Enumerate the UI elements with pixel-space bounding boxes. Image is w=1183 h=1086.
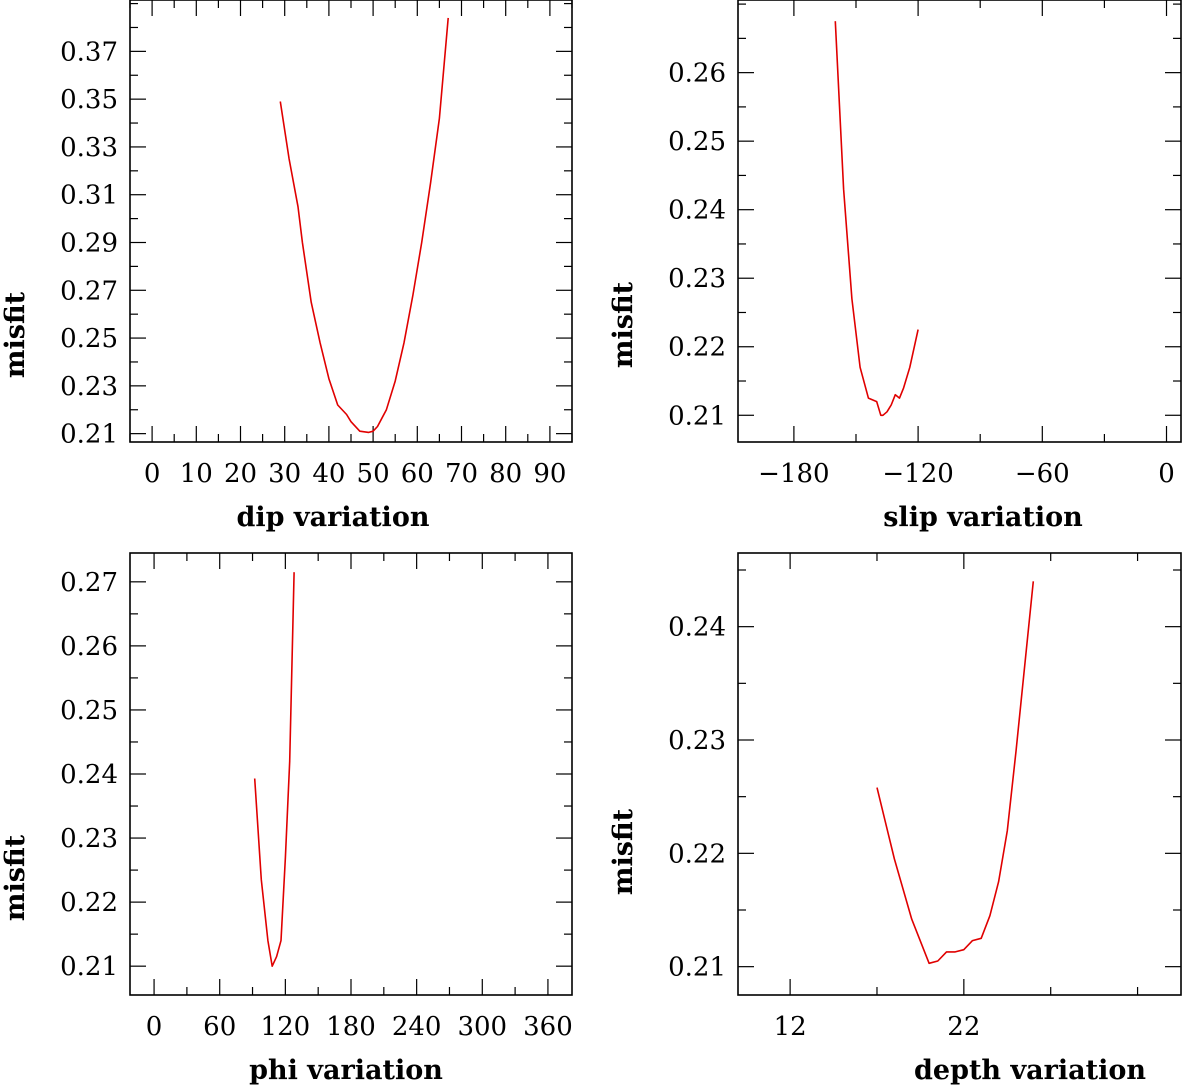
chart-panel-4: 12 22 0.21 0.22 0.23 0.24 depth variation misfi… bbox=[608, 552, 1182, 1086]
misfit-series-line bbox=[253, 572, 295, 968]
chart-panel-1: 0 10 20 30 40 50 60 70 80 90 0.21 0.23 0.25 0.27 0.29 0… bbox=[0, 0, 573, 533]
x-tick-label: −120 bbox=[882, 459, 953, 489]
x-tick-label: 10 bbox=[180, 459, 213, 489]
y-tick-label: 0.24 bbox=[668, 196, 726, 226]
x-axis-title: phi variation bbox=[249, 1055, 443, 1086]
x-tick-label: 240 bbox=[392, 1012, 442, 1042]
x-tick-label: 120 bbox=[261, 1012, 311, 1042]
x-tick-label: 70 bbox=[445, 459, 478, 489]
y-tick-label: 0.22 bbox=[668, 333, 726, 363]
y-axis-title: misfit bbox=[0, 291, 31, 378]
plot-frame bbox=[737, 0, 1182, 443]
x-tick-label: 90 bbox=[533, 459, 566, 489]
y-tick-label: 0.26 bbox=[60, 632, 118, 662]
plot-frame bbox=[737, 552, 1182, 996]
x-tick-label: 0 bbox=[146, 1012, 163, 1042]
x-axis-title: slip variation bbox=[883, 502, 1083, 533]
y-tick-label: 0.21 bbox=[668, 953, 726, 983]
y-tick-label: 0.25 bbox=[60, 696, 118, 726]
y-tick-label: 0.22 bbox=[60, 888, 118, 918]
x-tick-label: 20 bbox=[224, 459, 257, 489]
x-tick-label: 40 bbox=[312, 459, 345, 489]
y-tick-label: 0.24 bbox=[60, 760, 118, 790]
misfit-series-line bbox=[279, 17, 449, 434]
y-tick-label: 0.29 bbox=[60, 229, 118, 259]
y-tick-label: 0.23 bbox=[60, 824, 118, 854]
y-axis-title: misfit bbox=[608, 808, 639, 895]
chart-panel-2: −180 −120 −60 0 0.21 0.22 0.23 0.24 0.25 0.26 slip… bbox=[608, 0, 1182, 533]
x-tick-label: 0 bbox=[1158, 459, 1175, 489]
x-axis-title: dip variation bbox=[237, 502, 430, 533]
y-tick-label: 0.25 bbox=[668, 127, 726, 157]
x-tick-label: 12 bbox=[774, 1012, 807, 1042]
x-tick-label: −180 bbox=[758, 459, 829, 489]
y-tick-label: 0.25 bbox=[60, 324, 118, 354]
x-tick-label: 50 bbox=[357, 459, 390, 489]
y-tick-label: 0.24 bbox=[668, 613, 726, 643]
plot-frame bbox=[129, 0, 573, 443]
x-tick-label: 180 bbox=[326, 1012, 376, 1042]
misfit-series-line bbox=[834, 21, 919, 417]
y-tick-label: 0.27 bbox=[60, 568, 118, 598]
y-axis-title: misfit bbox=[608, 281, 639, 368]
y-tick-label: 0.22 bbox=[668, 839, 726, 869]
y-tick-label: 0.27 bbox=[60, 276, 118, 306]
y-tick-label: 0.37 bbox=[60, 37, 118, 67]
y-tick-label: 0.21 bbox=[60, 420, 118, 450]
plot-frame bbox=[129, 552, 573, 996]
x-axis-title: depth variation bbox=[914, 1055, 1146, 1086]
y-tick-label: 0.31 bbox=[60, 181, 118, 211]
x-tick-label: 300 bbox=[457, 1012, 507, 1042]
misfit-series-line bbox=[876, 581, 1035, 965]
y-tick-label: 0.23 bbox=[668, 264, 726, 294]
y-tick-label: 0.33 bbox=[60, 133, 118, 163]
x-tick-label: 0 bbox=[144, 459, 161, 489]
x-tick-label: 22 bbox=[947, 1012, 980, 1042]
x-tick-label: −60 bbox=[1015, 459, 1070, 489]
x-tick-label: 60 bbox=[203, 1012, 236, 1042]
y-tick-label: 0.35 bbox=[60, 85, 118, 115]
y-tick-label: 0.21 bbox=[60, 952, 118, 982]
x-tick-label: 30 bbox=[268, 459, 301, 489]
y-tick-label: 0.23 bbox=[60, 372, 118, 402]
chart-panel-3: 0 60 120 180 240 300 360 0.21 0.22 0.23 0.24 0.25 0.… bbox=[0, 552, 573, 1086]
x-tick-label: 80 bbox=[489, 459, 522, 489]
y-tick-label: 0.23 bbox=[668, 726, 726, 756]
y-axis-title: misfit bbox=[0, 834, 31, 921]
y-tick-label: 0.26 bbox=[668, 59, 726, 89]
x-tick-label: 360 bbox=[523, 1012, 573, 1042]
y-tick-label: 0.21 bbox=[668, 401, 726, 431]
x-tick-label: 60 bbox=[401, 459, 434, 489]
